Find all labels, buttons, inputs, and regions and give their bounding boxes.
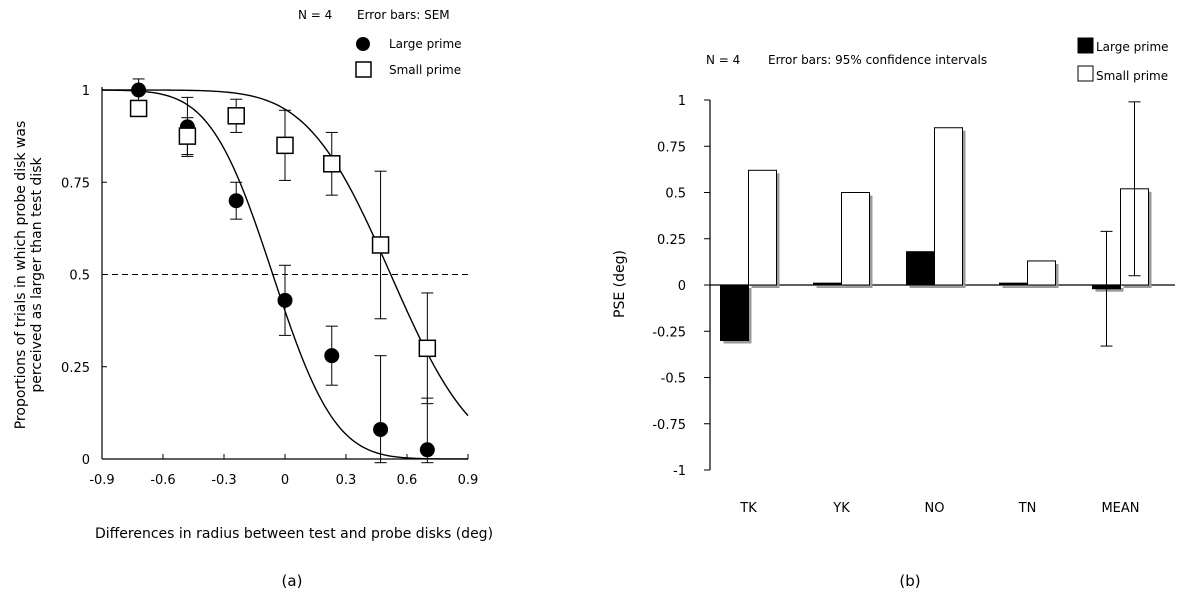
- data-point-large-prime: [373, 421, 389, 437]
- fit-curve-small-prime: [102, 89, 469, 417]
- panel-a-x-tick-label: 0: [281, 473, 289, 488]
- legend-small-prime-label: Small prime: [389, 63, 461, 77]
- data-point-large-prime: [228, 193, 244, 209]
- panel-a-caption: (a): [282, 572, 303, 590]
- panel-a-x-tick-label: -0.9: [89, 473, 114, 488]
- panel-a-x-tick-label: -0.6: [150, 473, 175, 488]
- data-point-large-prime: [277, 292, 293, 308]
- category-label-tk: TK: [739, 501, 757, 516]
- bar-shadow-large-prime: [1002, 286, 1031, 288]
- legend-small-prime-marker: [355, 61, 372, 78]
- panel-b-bars: [720, 127, 1152, 344]
- panel-a-y-axis-title: Proportions of trials in which probe dis…: [13, 121, 45, 430]
- data-point-large-prime: [131, 82, 147, 98]
- bar-small-prime-no: [934, 127, 963, 286]
- bar-large-prime-no: [906, 251, 935, 286]
- panel-a-ticks: 0 0.25 0.5 0.75 1 -0.9 -0.6 -0.3 0 0.3 0.6 0.9: [61, 84, 478, 488]
- panel-b-y-tick-label: -0.5: [661, 372, 686, 387]
- bar-small-prime-yk: [841, 192, 870, 286]
- data-point-small-prime: [276, 136, 294, 155]
- data-point-small-prime: [178, 127, 197, 145]
- panel-b-error-bars: [1100, 101, 1141, 347]
- bar-small-prime-tn: [1027, 260, 1056, 286]
- bar-large-prime-yk: [813, 282, 842, 286]
- panel-a-y-label-line2: perceived as larger than test disk: [29, 157, 45, 393]
- category-label-tn: TN: [1018, 501, 1037, 516]
- bar-large-prime-tk: [720, 284, 749, 341]
- data-point-small-prime: [418, 339, 437, 358]
- panel-b-y-tick-label: -1: [673, 464, 686, 479]
- panel-b-y-tick-label: 0.25: [657, 233, 686, 248]
- panel-a-x-tick-label: 0.3: [336, 473, 357, 488]
- panel-a-data-points: [129, 82, 437, 458]
- bar-shadow-large-prime: [1095, 288, 1124, 292]
- panel-a-x-tick-label: -0.3: [211, 473, 236, 488]
- panel-b-error-note: Error bars: 95% confidence intervals: [768, 53, 987, 67]
- panel-a-y-label-line1: Proportions of trials in which probe dis…: [13, 121, 29, 430]
- bar-shadow-large-prime: [816, 286, 845, 288]
- panel-b-y-tick-label: -0.25: [652, 325, 686, 340]
- panel-a: N = 4 Error bars: SEM Large prime Small …: [13, 8, 493, 590]
- panel-b-y-tick-label: 0: [678, 279, 686, 294]
- panel-b-y-tick-label: 0.5: [665, 187, 686, 202]
- panel-b-y-tick-label: 1: [678, 94, 686, 109]
- legend-b-large-prime-label: Large prime: [1096, 40, 1169, 54]
- panel-a-x-axis-title: Differences in radius between test and p…: [95, 526, 493, 542]
- data-point-large-prime: [324, 348, 340, 364]
- panel-a-y-tick-label: 1: [82, 84, 90, 99]
- bar-small-prime-tk: [748, 169, 777, 286]
- panel-a-y-tick-label: 0.25: [61, 361, 90, 376]
- legend-large-prime-marker: [356, 37, 370, 51]
- panel-b-n-text: N = 4: [706, 53, 740, 67]
- panel-a-n-text: N = 4: [298, 8, 332, 22]
- legend-large-prime-label: Large prime: [389, 37, 462, 51]
- data-point-small-prime: [323, 155, 341, 173]
- panel-a-y-tick-label: 0.75: [61, 176, 90, 191]
- panel-b-y-tick-label: 0.75: [657, 140, 686, 155]
- legend-b-large-prime-swatch: [1077, 37, 1094, 54]
- panel-a-error-bars: [132, 78, 434, 464]
- category-label-yk: YK: [832, 501, 850, 516]
- data-point-large-prime: [419, 442, 435, 458]
- bar-large-prime-tn: [999, 282, 1028, 286]
- panel-b-ticks: -1 -0.75 -0.5 -0.25 0 0.25 0.5 0.75 1: [652, 94, 710, 479]
- data-point-small-prime: [129, 99, 148, 118]
- panel-b: N = 4 Error bars: 95% confidence interva…: [612, 37, 1175, 590]
- category-label-no: NO: [925, 501, 945, 516]
- panel-b-y-tick-label: -0.75: [652, 418, 686, 433]
- category-label-mean: MEAN: [1101, 501, 1139, 516]
- panel-a-x-tick-label: 0.6: [397, 473, 418, 488]
- panel-b-y-axis-title: PSE (deg): [612, 250, 628, 318]
- panel-b-category-labels: TK YK NO TN MEAN: [739, 501, 1139, 516]
- legend-b-small-prime-label: Small prime: [1096, 69, 1168, 83]
- panel-a-y-tick-label: 0: [82, 453, 90, 468]
- panel-a-x-tick-label: 0.9: [458, 473, 479, 488]
- panel-a-error-note: Error bars: SEM: [357, 8, 450, 22]
- data-point-small-prime: [371, 236, 390, 254]
- panel-b-caption: (b): [899, 572, 920, 590]
- panel-a-legend: Large prime Small prime: [355, 37, 462, 78]
- panel-b-legend: Large prime Small prime: [1077, 37, 1169, 83]
- legend-b-small-prime-swatch: [1077, 65, 1094, 82]
- panel-a-y-tick-label: 0.5: [69, 269, 90, 284]
- data-point-small-prime: [227, 107, 245, 125]
